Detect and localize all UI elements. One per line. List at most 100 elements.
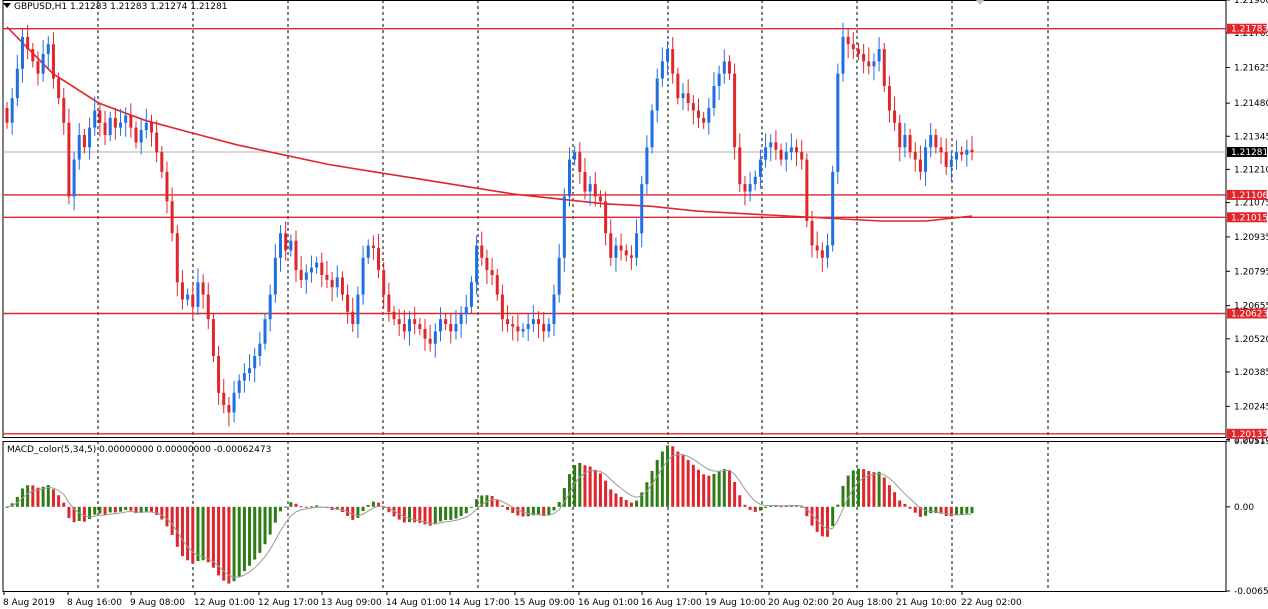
macd-bar <box>103 506 107 515</box>
macd-bar <box>500 505 504 507</box>
time-tick-label: 20 Aug 18:00 <box>832 598 893 608</box>
price-tick-label: 1.21075 <box>1234 199 1268 209</box>
macd-bar <box>531 506 535 516</box>
candle-body <box>784 152 788 160</box>
candle-body <box>960 152 964 155</box>
macd-bar <box>841 485 845 507</box>
candle-body <box>315 262 319 268</box>
macd-pane[interactable] <box>2 441 1227 592</box>
macd-bar <box>222 506 226 581</box>
candle-body <box>836 73 840 172</box>
candle-body <box>67 122 71 197</box>
candle-body <box>82 135 86 148</box>
macd-tick-label: -0.00656 <box>1234 587 1268 597</box>
candle-body <box>242 373 246 381</box>
macd-bar <box>88 506 92 520</box>
candle-body <box>758 159 762 177</box>
candle-body <box>129 115 133 128</box>
macd-bar <box>480 495 484 507</box>
candle-body <box>299 270 303 280</box>
candle-body <box>10 98 14 123</box>
macd-bar <box>872 472 876 507</box>
candle-body <box>681 93 685 99</box>
macd-bar <box>377 502 381 507</box>
price-tick-label: 1.21345 <box>1234 132 1268 142</box>
candle-body <box>650 110 654 148</box>
macd-bar <box>547 506 551 516</box>
triangle-down-icon[interactable] <box>3 3 11 8</box>
macd-bar <box>186 506 190 561</box>
macd-bar <box>175 506 179 547</box>
candle-body <box>562 196 566 258</box>
macd-bar <box>573 465 577 507</box>
candle-body <box>846 36 850 45</box>
candle-body <box>149 122 153 133</box>
time-tick-label: 21 Aug 10:00 <box>896 598 957 608</box>
candle-body <box>418 324 422 329</box>
macd-bar <box>284 506 288 508</box>
candle-body <box>696 110 700 118</box>
candle-body <box>464 306 468 315</box>
candle-body <box>103 122 107 136</box>
macd-bar <box>867 471 871 507</box>
macd-bar <box>248 506 252 566</box>
macd-bar <box>635 500 639 507</box>
macd-bar <box>727 470 731 507</box>
candle-body <box>593 184 597 197</box>
candle-body <box>248 368 252 374</box>
macd-bar <box>949 506 953 517</box>
candle-body <box>402 324 406 332</box>
candle-body <box>903 135 907 148</box>
main-price-pane[interactable] <box>2 0 1227 438</box>
macd-bar <box>113 506 117 513</box>
candle-body <box>263 319 267 344</box>
macd-bar <box>459 506 463 517</box>
macd-bar <box>382 506 386 508</box>
candle-body <box>727 61 731 74</box>
candle-body <box>965 149 969 155</box>
macd-bar <box>299 506 303 508</box>
moving-average-line <box>6 26 973 222</box>
horizontal-levels[interactable] <box>3 28 1226 435</box>
macd-bar <box>242 506 246 572</box>
candle-body <box>170 201 174 234</box>
macd-bar <box>882 477 886 507</box>
candle-body <box>227 405 231 413</box>
time-tick-label: 16 Aug 17:00 <box>641 598 702 608</box>
level-tag-text: 1.20623 <box>1231 310 1268 320</box>
candle-body <box>98 110 102 123</box>
candle-body <box>351 311 355 325</box>
macd-bar <box>397 506 401 520</box>
candle-body <box>165 171 169 202</box>
macd-bar <box>449 506 453 520</box>
candle-body <box>506 319 510 325</box>
macd-bar <box>366 504 370 507</box>
time-tick-label: 14 Aug 17:00 <box>449 598 510 608</box>
candle-body <box>500 294 504 320</box>
candle-body <box>598 196 602 202</box>
price-tick-label: 1.20795 <box>1234 267 1268 277</box>
candle-body <box>408 319 412 332</box>
candle-body <box>913 152 917 160</box>
time-tick-label: 14 Aug 01:00 <box>386 598 447 608</box>
macd-bar <box>392 506 396 517</box>
candle-body <box>908 135 912 153</box>
candle-body <box>686 93 690 104</box>
candle-body <box>893 110 897 123</box>
candle-body <box>382 270 386 295</box>
time-tick-label: 8 Aug 2019 <box>3 598 55 608</box>
macd-bar <box>351 506 355 520</box>
candle-body <box>20 36 24 69</box>
macd-bar <box>402 506 406 523</box>
candle-body <box>537 319 541 325</box>
macd-bar <box>567 474 571 507</box>
candle-body <box>206 294 210 320</box>
macd-bar <box>289 502 293 507</box>
macd-bar <box>433 506 437 525</box>
candle-body <box>949 159 953 167</box>
level-tag-bg <box>1227 23 1267 34</box>
close-x-icon[interactable] <box>976 0 984 5</box>
macd-bar <box>294 503 298 507</box>
candle-body <box>180 282 184 300</box>
